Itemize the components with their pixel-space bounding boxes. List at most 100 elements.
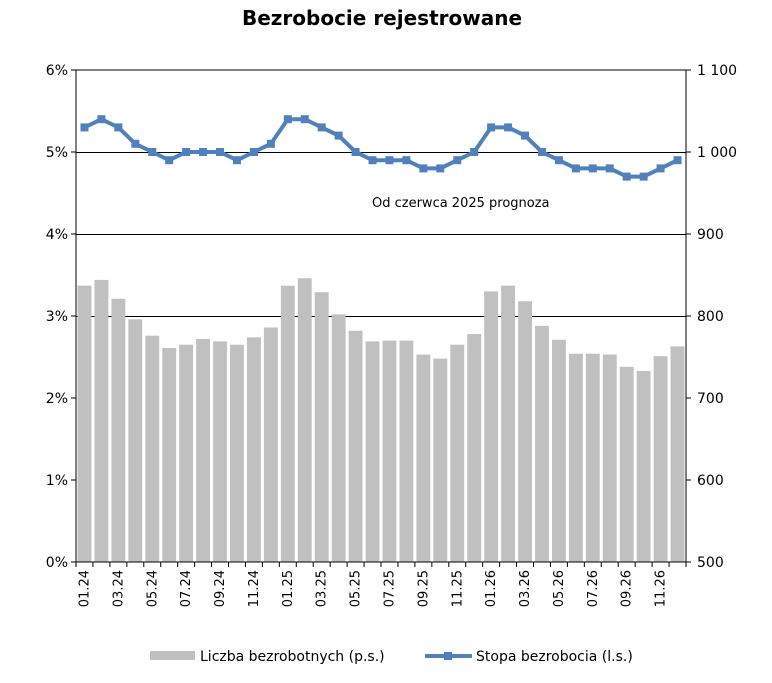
- bar: [636, 370, 651, 562]
- forecast-annotation: Od czerwca 2025 prognoza: [372, 196, 550, 211]
- bar: [348, 330, 363, 562]
- line-point: [300, 115, 309, 124]
- line-point: [673, 156, 682, 165]
- bar: [568, 353, 583, 562]
- left-tick-label: 3%: [46, 309, 68, 325]
- line-point: [436, 164, 445, 173]
- bar: [280, 285, 295, 562]
- line-point: [80, 123, 89, 132]
- x-tick-label: 09.25: [416, 570, 431, 607]
- bar: [246, 337, 261, 562]
- left-axis-tick-labels: 0% 1% 2% 3% 4% 5% 6%: [46, 63, 76, 571]
- bar: [77, 285, 92, 562]
- x-axis-tick-labels: 01.24 03.24 05.24 07.24 09.24 11.24 01.25 03.25…: [75, 562, 687, 607]
- bar: [111, 298, 126, 562]
- x-tick-label: 07.26: [586, 570, 601, 607]
- bar: [399, 340, 414, 562]
- bar: [314, 292, 329, 562]
- line-point: [419, 164, 428, 173]
- line-point: [249, 148, 258, 156]
- bar: [382, 340, 397, 562]
- x-tick-label: 05.25: [349, 570, 364, 607]
- legend-line-marker: [444, 652, 452, 660]
- right-tick-label: 800: [697, 309, 724, 325]
- line-point: [131, 139, 140, 148]
- gridlines: [76, 152, 686, 317]
- x-tick-label: 05.24: [145, 570, 160, 607]
- x-tick-label: 11.26: [654, 570, 669, 607]
- line-point: [453, 156, 462, 165]
- line-point: [385, 156, 394, 165]
- bar: [94, 279, 109, 562]
- bar: [179, 344, 194, 562]
- x-tick-label: 03.25: [315, 570, 330, 607]
- line-point: [317, 123, 326, 132]
- x-tick-label: 11.24: [247, 570, 262, 607]
- legend: Liczba bezrobotnych (p.s.) Stopa bezrobo…: [150, 649, 633, 665]
- line-point: [639, 172, 648, 181]
- bar: [602, 354, 617, 562]
- line-point: [351, 148, 360, 156]
- line-point: [622, 172, 631, 181]
- bar: [263, 327, 278, 562]
- x-tick-label: 01.24: [77, 570, 92, 607]
- line-point: [368, 156, 377, 165]
- line-point: [182, 148, 191, 156]
- line-point: [504, 123, 513, 132]
- left-tick-label: 6%: [46, 63, 68, 79]
- bar: [162, 347, 177, 562]
- bar: [619, 366, 634, 562]
- line-point: [605, 164, 614, 173]
- line-point: [571, 164, 580, 173]
- line-point: [216, 148, 225, 156]
- line-point: [588, 164, 597, 173]
- right-tick-label: 500: [697, 555, 724, 571]
- left-tick-label: 5%: [46, 145, 68, 161]
- right-tick-label: 1 100: [697, 63, 737, 79]
- x-tick-label: 11.25: [450, 570, 465, 607]
- chart-title: Bezrobocie rejestrowane: [242, 6, 522, 30]
- line-point: [97, 115, 106, 124]
- line-point: [266, 139, 275, 148]
- x-tick-label: 01.26: [484, 570, 499, 607]
- line-series: [80, 115, 682, 181]
- line-point: [114, 123, 123, 132]
- right-tick-label: 600: [697, 473, 724, 489]
- x-tick-label: 07.24: [179, 570, 194, 607]
- left-tick-label: 1%: [46, 473, 68, 489]
- line-point: [402, 156, 411, 165]
- x-tick-label: 09.24: [213, 570, 228, 607]
- left-tick-label: 2%: [46, 391, 68, 407]
- bar: [551, 339, 566, 562]
- left-tick-label: 0%: [46, 555, 68, 571]
- legend-bar-swatch: [150, 651, 195, 660]
- line-point: [232, 156, 241, 165]
- bar: [331, 314, 346, 562]
- bar: [128, 319, 143, 562]
- x-tick-label: 01.25: [281, 570, 296, 607]
- line-point: [487, 123, 496, 132]
- bar: [585, 353, 600, 562]
- bar-series: [77, 278, 685, 562]
- x-tick-label: 07.25: [382, 570, 397, 607]
- bar: [467, 334, 482, 562]
- line-point: [554, 156, 563, 165]
- line-point: [199, 148, 208, 156]
- bar: [416, 354, 431, 562]
- bar: [450, 344, 465, 562]
- right-tick-label: 1 000: [697, 145, 737, 161]
- line-point: [283, 115, 292, 124]
- bar: [230, 344, 244, 562]
- bar: [145, 335, 160, 562]
- right-tick-label: 700: [697, 391, 724, 407]
- line-point: [148, 148, 157, 156]
- x-tick-label: 03.24: [111, 570, 126, 607]
- line-point: [537, 148, 546, 156]
- bar: [196, 338, 211, 562]
- bar: [518, 301, 532, 562]
- line-point: [521, 131, 530, 140]
- bar: [653, 356, 668, 562]
- line-point: [470, 148, 479, 156]
- bar: [297, 278, 312, 562]
